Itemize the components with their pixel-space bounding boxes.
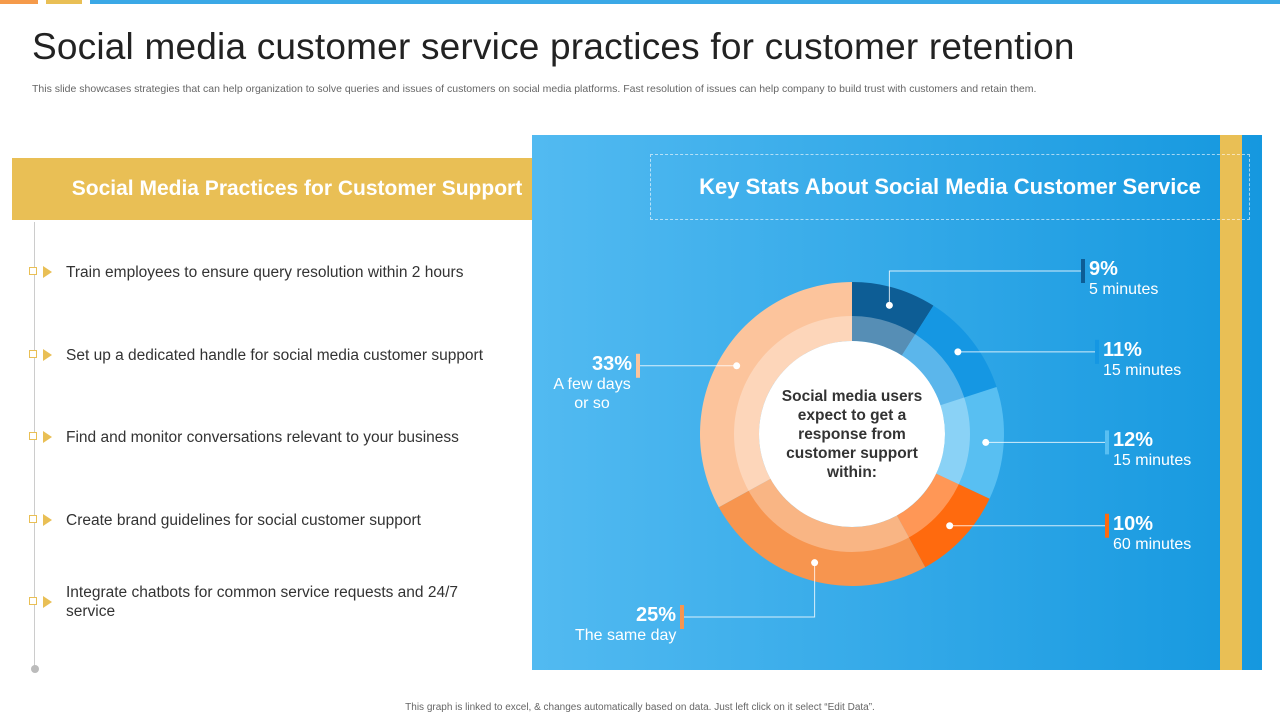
practice-item: Set up a dedicated handle for social med… [66,346,484,364]
bullet-box [29,267,37,275]
callout-dot [946,522,954,530]
donut-segment [896,473,990,568]
footer: This graph is linked to excel, & changes… [405,702,875,713]
callout-line [682,562,816,618]
donut-segment [718,478,926,586]
callout-dot [954,348,962,356]
value-label: 25% [635,604,676,626]
bullet-arrow [43,431,52,443]
donut-segment [700,282,852,508]
value-label: 10% [1113,512,1154,535]
practices-heading: Social Media Practices for Customer Supp… [12,158,582,220]
practice-item: Train employees to ensure query resoluti… [66,263,464,281]
practice-item: Create brand guidelines for social custo… [66,511,421,529]
label-marker [636,353,640,378]
category-label: 15 minutes [1113,452,1192,470]
panel-stripe [1220,135,1242,670]
bullet-arrow [43,266,52,278]
callout-dot [982,438,990,446]
label-marker [1105,430,1109,455]
bullet-arrow [43,349,52,361]
category-label: 15 minutes [1103,361,1182,379]
value-label: 11% [1103,338,1142,361]
bullet-box [29,597,37,605]
title: Social media customer service practices … [32,26,1075,67]
donut-segment [936,387,1004,499]
practice-item: Integrate chatbots for common service re… [66,584,459,620]
accent-bar [0,0,38,4]
label-marker [680,605,684,629]
callout-line [888,270,1083,306]
bullet-box [29,432,37,440]
category-label: 60 minutes [1113,535,1192,553]
donut-segment [901,305,997,406]
value-label: 12% [1113,429,1154,452]
value-label: 9% [1089,258,1118,280]
donut-segment [852,282,934,356]
callout-dot [811,559,819,567]
label-marker [1105,513,1109,538]
bullet-box [29,350,37,358]
bullet-arrow [43,514,52,526]
label-marker [1095,339,1099,364]
donut-hole [759,341,945,527]
timeline [34,222,35,668]
timeline-end [31,665,39,673]
category-label: 5 minutes [1089,281,1159,298]
category-label: A few days or so [553,375,631,412]
practice-item: Find and monitor conversations relevant … [66,428,459,446]
accent-bar [46,0,82,4]
inner-ring [734,316,970,552]
bullet-arrow [43,596,52,608]
center-text: Social media users expect to get a respo… [781,387,923,481]
category-label: The same day [575,627,677,644]
stats-heading: Key Stats About Social Media Customer Se… [650,154,1250,220]
callout-dot [885,301,893,309]
label-marker [1081,259,1085,283]
subtitle: This slide showcases strategies that can… [32,83,1037,95]
callout-dot [733,362,741,370]
accent-bar [90,0,1280,4]
bullet-box [29,515,37,523]
value-label: 33% [591,352,632,375]
